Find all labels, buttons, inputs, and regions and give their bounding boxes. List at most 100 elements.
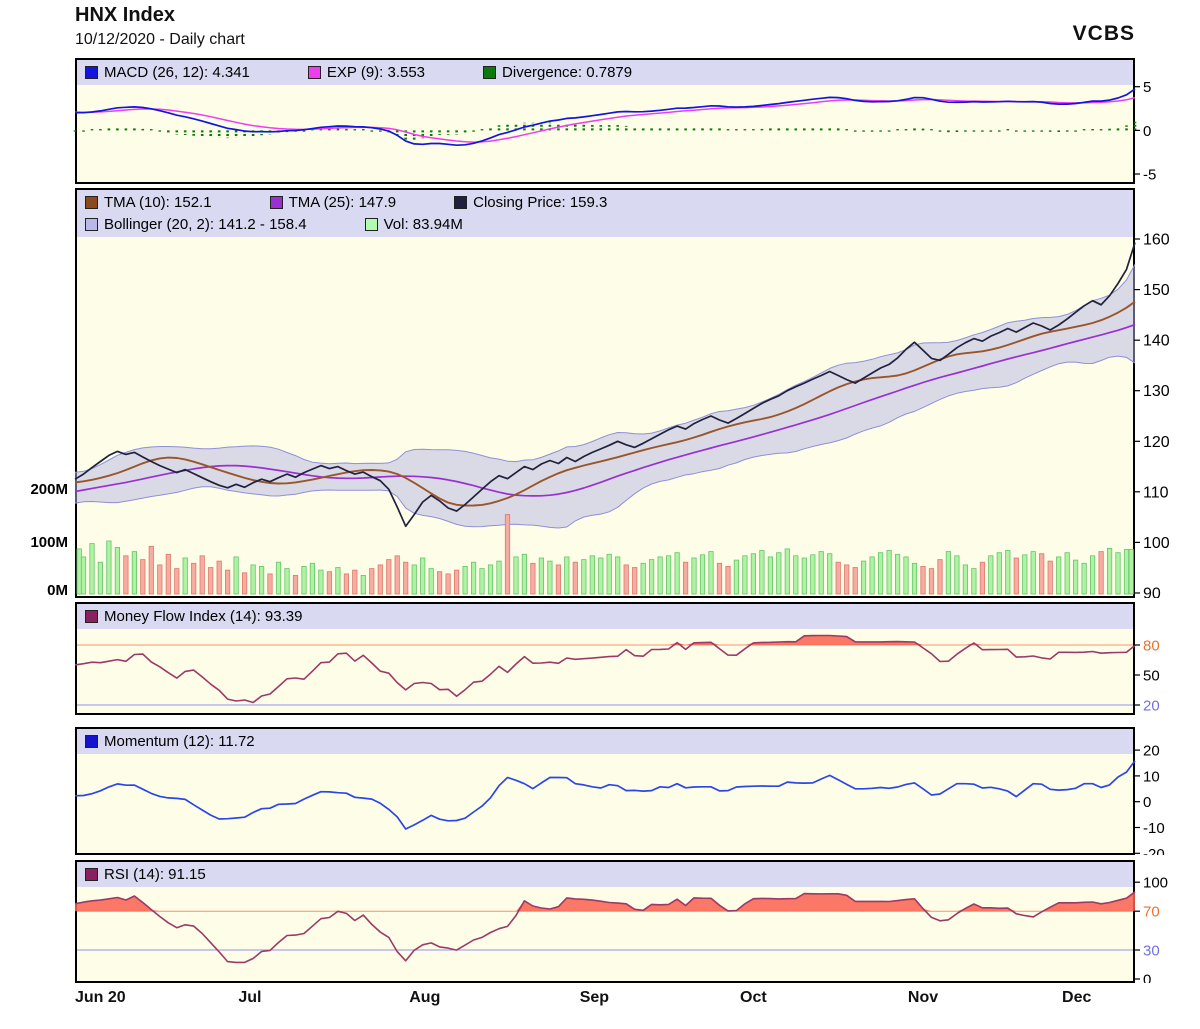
panel-macd: 5 0 -5 MACD (26, 12): 4.341 EXP (9): 3.553 Di… [0,58,1200,184]
macd-line [74,88,1136,147]
legend-row: TMA (10): 152.1 TMA (25): 147.9 Closing Pr… [77,191,1133,213]
momentum-line [74,760,1136,830]
y-axis-label: 100 [1143,535,1170,552]
y-axis-label: -10 [1143,820,1165,837]
volume-axis-label: 200M [30,481,68,498]
chart-header: HNX Index 10/12/2020 - Daily chart VCBS [0,0,1200,58]
x-axis-label: Aug [409,989,441,1006]
y-axis-label: 160 [1143,232,1170,249]
bollinger-upper-line [74,264,1136,473]
y-axis-label: 110 [1143,484,1169,501]
legend-momentum: Momentum (12): 11.72 [77,729,1133,754]
legend-row: MACD (26, 12): 4.341 EXP (9): 3.553 Diverg… [77,61,1133,83]
bollinger-band [75,264,1135,528]
legend-item: Vol: 83.94M [364,215,463,233]
legend-item: Momentum (12): 11.72 [85,733,255,750]
y-axis-label: 5 [1143,79,1151,96]
tma25-swatch-icon [269,195,283,209]
y-axis-label: 120 [1143,434,1170,451]
y-axis-label: 30 [1143,943,1160,960]
panel-momentum: 20 10 0 -10 -20 Momentum (12): 11.72 [0,727,1200,855]
legend-label: Vol: 83.94M [383,215,463,233]
closing-price-swatch-icon [454,195,468,209]
x-axis-label: Dec [1062,989,1092,1006]
closing-price-line [74,242,1136,528]
brand-logo: VCBS [1072,22,1135,45]
tma25-line [74,323,1136,497]
legend-label: EXP (9): 3.553 [326,63,426,81]
legend-item: RSI (14): 91.15 [85,866,206,883]
panel-border [75,188,1135,598]
legend-item: EXP (9): 3.553 [307,63,426,81]
plot-price: 200M 100M 0M 160 150 140 130 120 110 100 90 [30,188,1170,599]
legend-label: RSI (14): 91.15 [104,865,206,883]
tma10-line [74,300,1136,507]
y-axis-label: 10 [1143,768,1160,785]
legend-label: Money Flow Index (14): 93.39 [104,607,303,625]
exp-swatch-icon [307,65,321,79]
x-axis-label: Oct [740,989,767,1006]
legend-label: Closing Price: 159.3 [473,193,608,211]
legend-label: MACD (26, 12): 4.341 [104,63,250,81]
tma10-swatch-icon [85,195,98,209]
y-axis-label: 90 [1143,586,1161,599]
y-axis-label: 0 [1143,123,1151,140]
y-axis-label: 100 [1143,875,1168,892]
y-axis-label: -5 [1143,167,1156,184]
y-axis-label: 130 [1143,383,1170,400]
y-axis-label: 150 [1143,282,1170,299]
panel-mfi: 80 50 20 Money Flow Index (14): 93.39 [0,602,1200,715]
legend-item: TMA (10): 152.1 [85,194,212,211]
mfi-swatch-icon [85,609,98,623]
legend-label: TMA (25): 147.9 [288,193,397,211]
legend-label: Divergence: 0.7879 [502,63,633,81]
mfi-line [74,634,1136,704]
y-axis-label: 140 [1143,333,1170,350]
macd-swatch-icon [85,65,98,79]
divergence-swatch-icon [483,65,497,79]
legend-label: Momentum (12): 11.72 [104,732,255,750]
y-axis-label: 80 [1143,638,1160,655]
legend-row: Momentum (12): 11.72 [77,730,1133,752]
exp-line [74,96,1136,143]
chart-subtitle: 10/12/2020 - Daily chart [75,31,245,48]
x-axis-label: Nov [907,989,939,1006]
legend-item: MACD (26, 12): 4.341 [85,64,250,81]
panel-rsi: 100 70 30 0 RSI (14): 91.15 [0,860,1200,983]
legend-rsi: RSI (14): 91.15 [77,862,1133,887]
legend-label: TMA (10): 152.1 [104,193,212,211]
volume-axis-label: 100M [30,534,68,551]
bollinger-lower-line [74,355,1136,529]
legend-row: Bollinger (20, 2): 141.2 - 158.4 Vol: 83.… [77,213,1133,235]
rsi-swatch-icon [85,867,98,881]
rsi-line [74,891,1136,964]
y-axis-label: 50 [1143,668,1160,685]
legend-item: Money Flow Index (14): 93.39 [85,608,302,625]
y-axis-label: 0 [1143,972,1151,984]
y-axis-label: 0 [1143,794,1151,811]
legend-label: Bollinger (20, 2): 141.2 - 158.4 [104,215,307,233]
legend-price: TMA (10): 152.1 TMA (25): 147.9 Closing Pr… [77,190,1133,237]
x-axis-label: Sep [579,989,610,1006]
x-axis: Jun 20 Jul Aug Sep Oct Nov Dec [0,983,1200,1025]
legend-item: Divergence: 0.7879 [483,64,632,81]
volume-bars [76,514,1134,595]
panels-container: 5 0 -5 MACD (26, 12): 4.341 EXP (9): 3.553 Di… [0,58,1200,983]
y-axis-label: -20 [1143,846,1165,855]
bollinger-swatch-icon [85,217,98,231]
legend-item: TMA (25): 147.9 [269,193,397,211]
legend-mfi: Money Flow Index (14): 93.39 [77,604,1133,629]
volume-axis-label: 0M [47,582,68,598]
panel-price: 200M 100M 0M 160 150 140 130 120 110 100 90 TMA (10… [0,188,1200,598]
legend-macd: MACD (26, 12): 4.341 EXP (9): 3.553 Diverg… [77,60,1133,85]
rsi-overbought-fill [75,891,1135,912]
legend-row: RSI (14): 91.15 [77,863,1133,885]
volume-swatch-icon [364,217,378,231]
legend-row: Money Flow Index (14): 93.39 [77,605,1133,627]
legend-item: Bollinger (20, 2): 141.2 - 158.4 [85,216,307,233]
y-axis-label: 70 [1143,904,1160,921]
legend-item: Closing Price: 159.3 [454,194,607,211]
x-axis-label: Jul [238,989,262,1006]
x-axis-label: Jun 20 [75,989,126,1006]
